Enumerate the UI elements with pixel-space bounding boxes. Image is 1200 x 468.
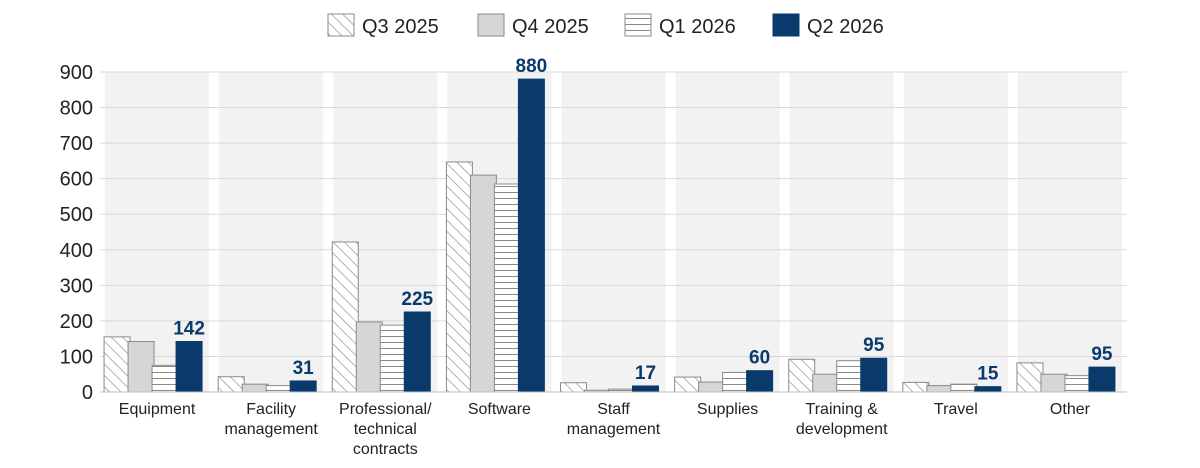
bar [469, 174, 497, 393]
bar [241, 383, 269, 393]
y-tick-label: 200 [60, 311, 93, 333]
bar [1040, 373, 1068, 393]
category-band [219, 72, 324, 392]
bar [1016, 362, 1044, 393]
legend-item: Q2 2026 [772, 13, 884, 38]
bar [1064, 375, 1092, 393]
bar [217, 376, 245, 393]
legend-swatch [477, 13, 505, 37]
legend-item: Q3 2025 [327, 13, 439, 38]
category-band [789, 72, 894, 392]
bar [265, 385, 293, 393]
legend-label: Q2 2026 [807, 16, 884, 38]
category-label: Training & development [796, 401, 888, 438]
y-axis: 0 100 200 300 400 500 600 700 800 900 [60, 62, 93, 404]
legend: Q3 2025 Q4 2025 Q1 2026 Q2 2026 [327, 13, 884, 38]
y-tick-label: 300 [60, 275, 93, 297]
y-tick-label: 400 [60, 240, 93, 262]
category-band [903, 72, 1008, 392]
category-label: Travel [934, 401, 978, 418]
y-tick-label: 100 [60, 346, 93, 368]
legend-label: Q4 2025 [512, 16, 589, 38]
data-label: 880 [516, 56, 548, 77]
data-label: 95 [863, 335, 885, 356]
x-axis: Equipment Facility management Professional/… [100, 391, 1127, 458]
legend-label: Q3 2025 [362, 16, 439, 38]
category-label: Staff management [567, 401, 661, 438]
category-bands [105, 72, 1122, 392]
bar [722, 371, 750, 393]
bar [517, 78, 545, 393]
bar [698, 381, 726, 393]
bar [493, 183, 521, 393]
bar [632, 385, 659, 393]
bar [331, 241, 359, 393]
category-band [561, 72, 666, 392]
bar [289, 380, 317, 393]
y-tick-label: 800 [60, 98, 93, 120]
bar [403, 311, 431, 393]
data-label: 17 [635, 363, 656, 384]
category-band [1017, 72, 1122, 392]
bar [788, 358, 816, 393]
bar [974, 386, 1002, 393]
bar [175, 341, 203, 393]
bar [674, 376, 702, 393]
data-label: 31 [293, 358, 315, 379]
y-tick-label: 900 [60, 62, 93, 84]
gridlines [100, 71, 1127, 393]
bar [560, 382, 587, 393]
bar [151, 364, 179, 393]
bar [103, 336, 131, 393]
y-tick-label: 700 [60, 133, 93, 155]
category-label: Facility management [224, 401, 318, 438]
bar [812, 373, 840, 393]
legend-item: Q4 2025 [477, 13, 589, 38]
legend-item: Q1 2026 [624, 13, 736, 38]
data-labels: 142 31 225 880 17 60 95 15 95 [173, 56, 1113, 385]
data-label: 142 [173, 319, 205, 340]
bar [127, 341, 155, 393]
category-label: Supplies [697, 401, 758, 418]
bar [836, 360, 864, 393]
legend-swatch [327, 13, 355, 37]
data-label: 15 [977, 364, 999, 385]
legend-swatch [772, 13, 800, 37]
category-band [675, 72, 780, 392]
bar [355, 321, 383, 393]
category-label: Equipment [119, 401, 196, 418]
legend-label: Q1 2026 [659, 16, 736, 38]
bars [103, 78, 1116, 393]
bar [379, 324, 407, 393]
y-tick-label: 0 [82, 382, 93, 404]
category-label: Professional/technical contracts [339, 401, 432, 458]
y-tick-label: 500 [60, 204, 93, 226]
bar [445, 161, 473, 393]
data-label: 60 [749, 348, 770, 369]
legend-swatch [624, 13, 652, 37]
category-label: Other [1050, 401, 1091, 418]
bar [860, 357, 888, 393]
bar [902, 381, 930, 393]
data-label: 95 [1091, 344, 1113, 365]
bar [1088, 366, 1116, 393]
category-label: Software [468, 401, 531, 418]
y-tick-label: 600 [60, 169, 93, 191]
bar [950, 383, 978, 393]
bar [746, 370, 774, 393]
data-label: 225 [401, 289, 433, 310]
bar [926, 385, 954, 393]
